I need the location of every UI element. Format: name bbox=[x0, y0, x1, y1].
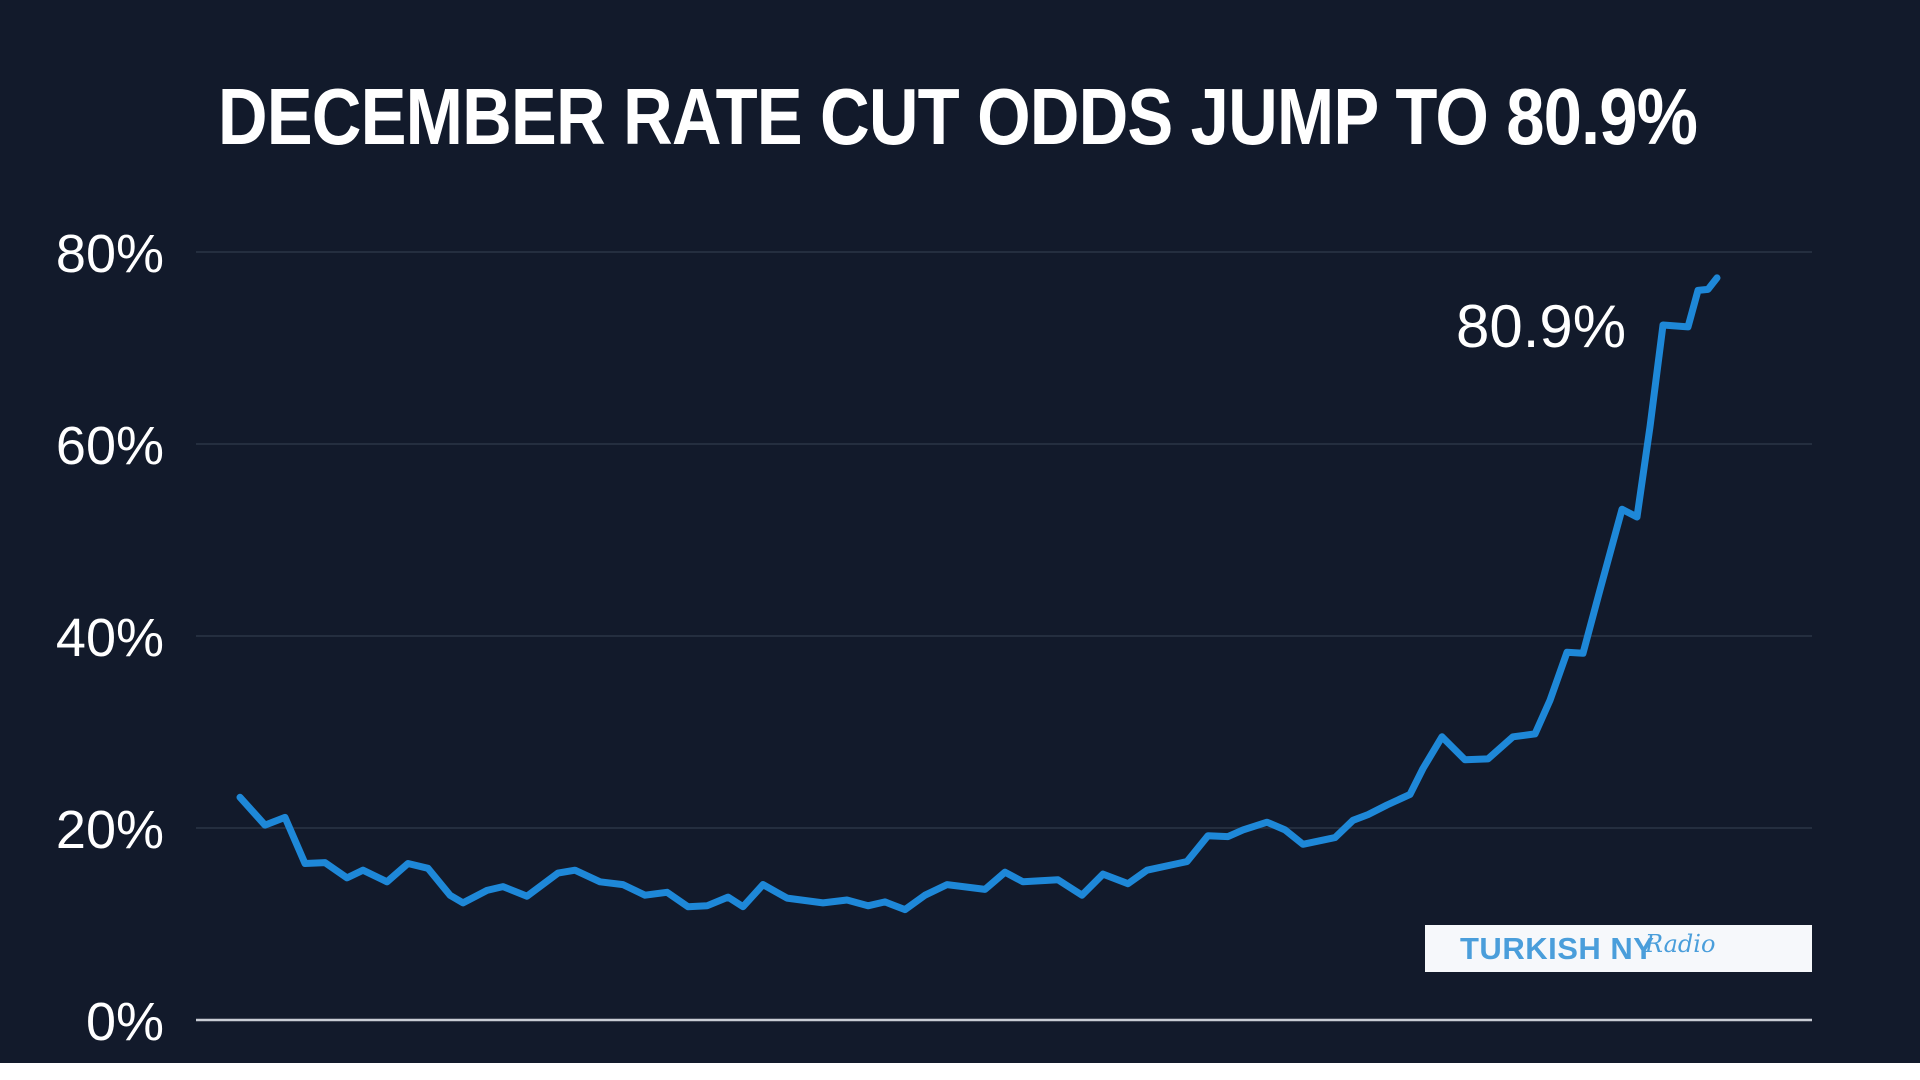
watermark-main-text: TURKISH NY bbox=[1460, 931, 1655, 966]
y-tick-label-20: 20% bbox=[55, 800, 164, 860]
y-tick-label-60: 60% bbox=[55, 416, 164, 476]
y-tick-label-0: 0% bbox=[85, 992, 164, 1052]
watermark-logo: TURKISH NY Radio bbox=[1425, 925, 1812, 972]
chart-title: DECEMBER RATE CUT ODDS JUMP TO 80.9% bbox=[217, 72, 1698, 161]
final-value-annotation: 80.9% bbox=[1456, 293, 1627, 360]
y-tick-label-40: 40% bbox=[55, 608, 164, 668]
odds-line bbox=[236, 274, 1721, 914]
y-tick-label-80: 80% bbox=[55, 224, 164, 284]
watermark-script-text: Radio bbox=[1645, 930, 1716, 958]
gridlines bbox=[196, 251, 1812, 829]
